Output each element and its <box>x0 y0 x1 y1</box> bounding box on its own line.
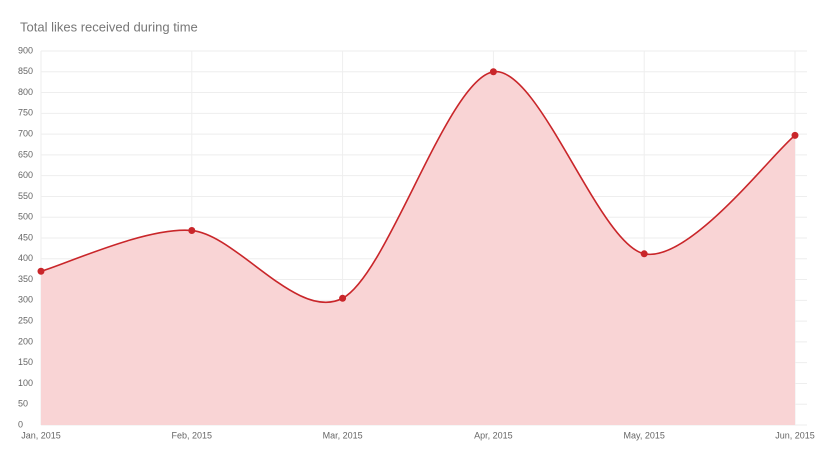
x-tick-label: May, 2015 <box>624 430 665 440</box>
x-tick-label: Apr, 2015 <box>474 430 513 440</box>
y-tick-label: 150 <box>18 357 33 367</box>
x-tick-label: Jan, 2015 <box>21 430 61 440</box>
y-tick-label: 900 <box>18 45 33 55</box>
y-tick-label: 300 <box>18 295 33 305</box>
y-tick-label: 250 <box>18 315 33 325</box>
point <box>489 68 497 76</box>
y-tick-label: 450 <box>18 232 33 242</box>
x-tick-label: Feb, 2015 <box>172 430 213 440</box>
y-tick-label: 350 <box>18 274 33 284</box>
x-tick-label: Mar, 2015 <box>323 430 363 440</box>
y-tick-label: 500 <box>18 212 33 222</box>
point <box>339 294 347 302</box>
y-tick-label: 100 <box>18 378 33 388</box>
y-tick-label: 200 <box>18 336 33 346</box>
y-tick-label: 650 <box>18 149 33 159</box>
point <box>791 131 799 139</box>
y-tick-label: 700 <box>18 128 33 138</box>
x-tick-label: Jun, 2015 <box>775 430 815 440</box>
y-tick-label: 750 <box>18 108 33 118</box>
y-tick-label: 550 <box>18 191 33 201</box>
chart-title: Total likes received during time <box>20 19 198 34</box>
point <box>640 250 648 258</box>
area <box>41 71 795 425</box>
y-tick-label: 50 <box>18 399 28 409</box>
y-tick-label: 850 <box>18 66 33 76</box>
y-tick-label: 800 <box>18 87 33 97</box>
point <box>188 227 196 235</box>
point <box>37 267 45 275</box>
y-tick-label: 600 <box>18 170 33 180</box>
y-tick-label: 400 <box>18 253 33 263</box>
y-tick-label: 0 <box>18 419 23 429</box>
